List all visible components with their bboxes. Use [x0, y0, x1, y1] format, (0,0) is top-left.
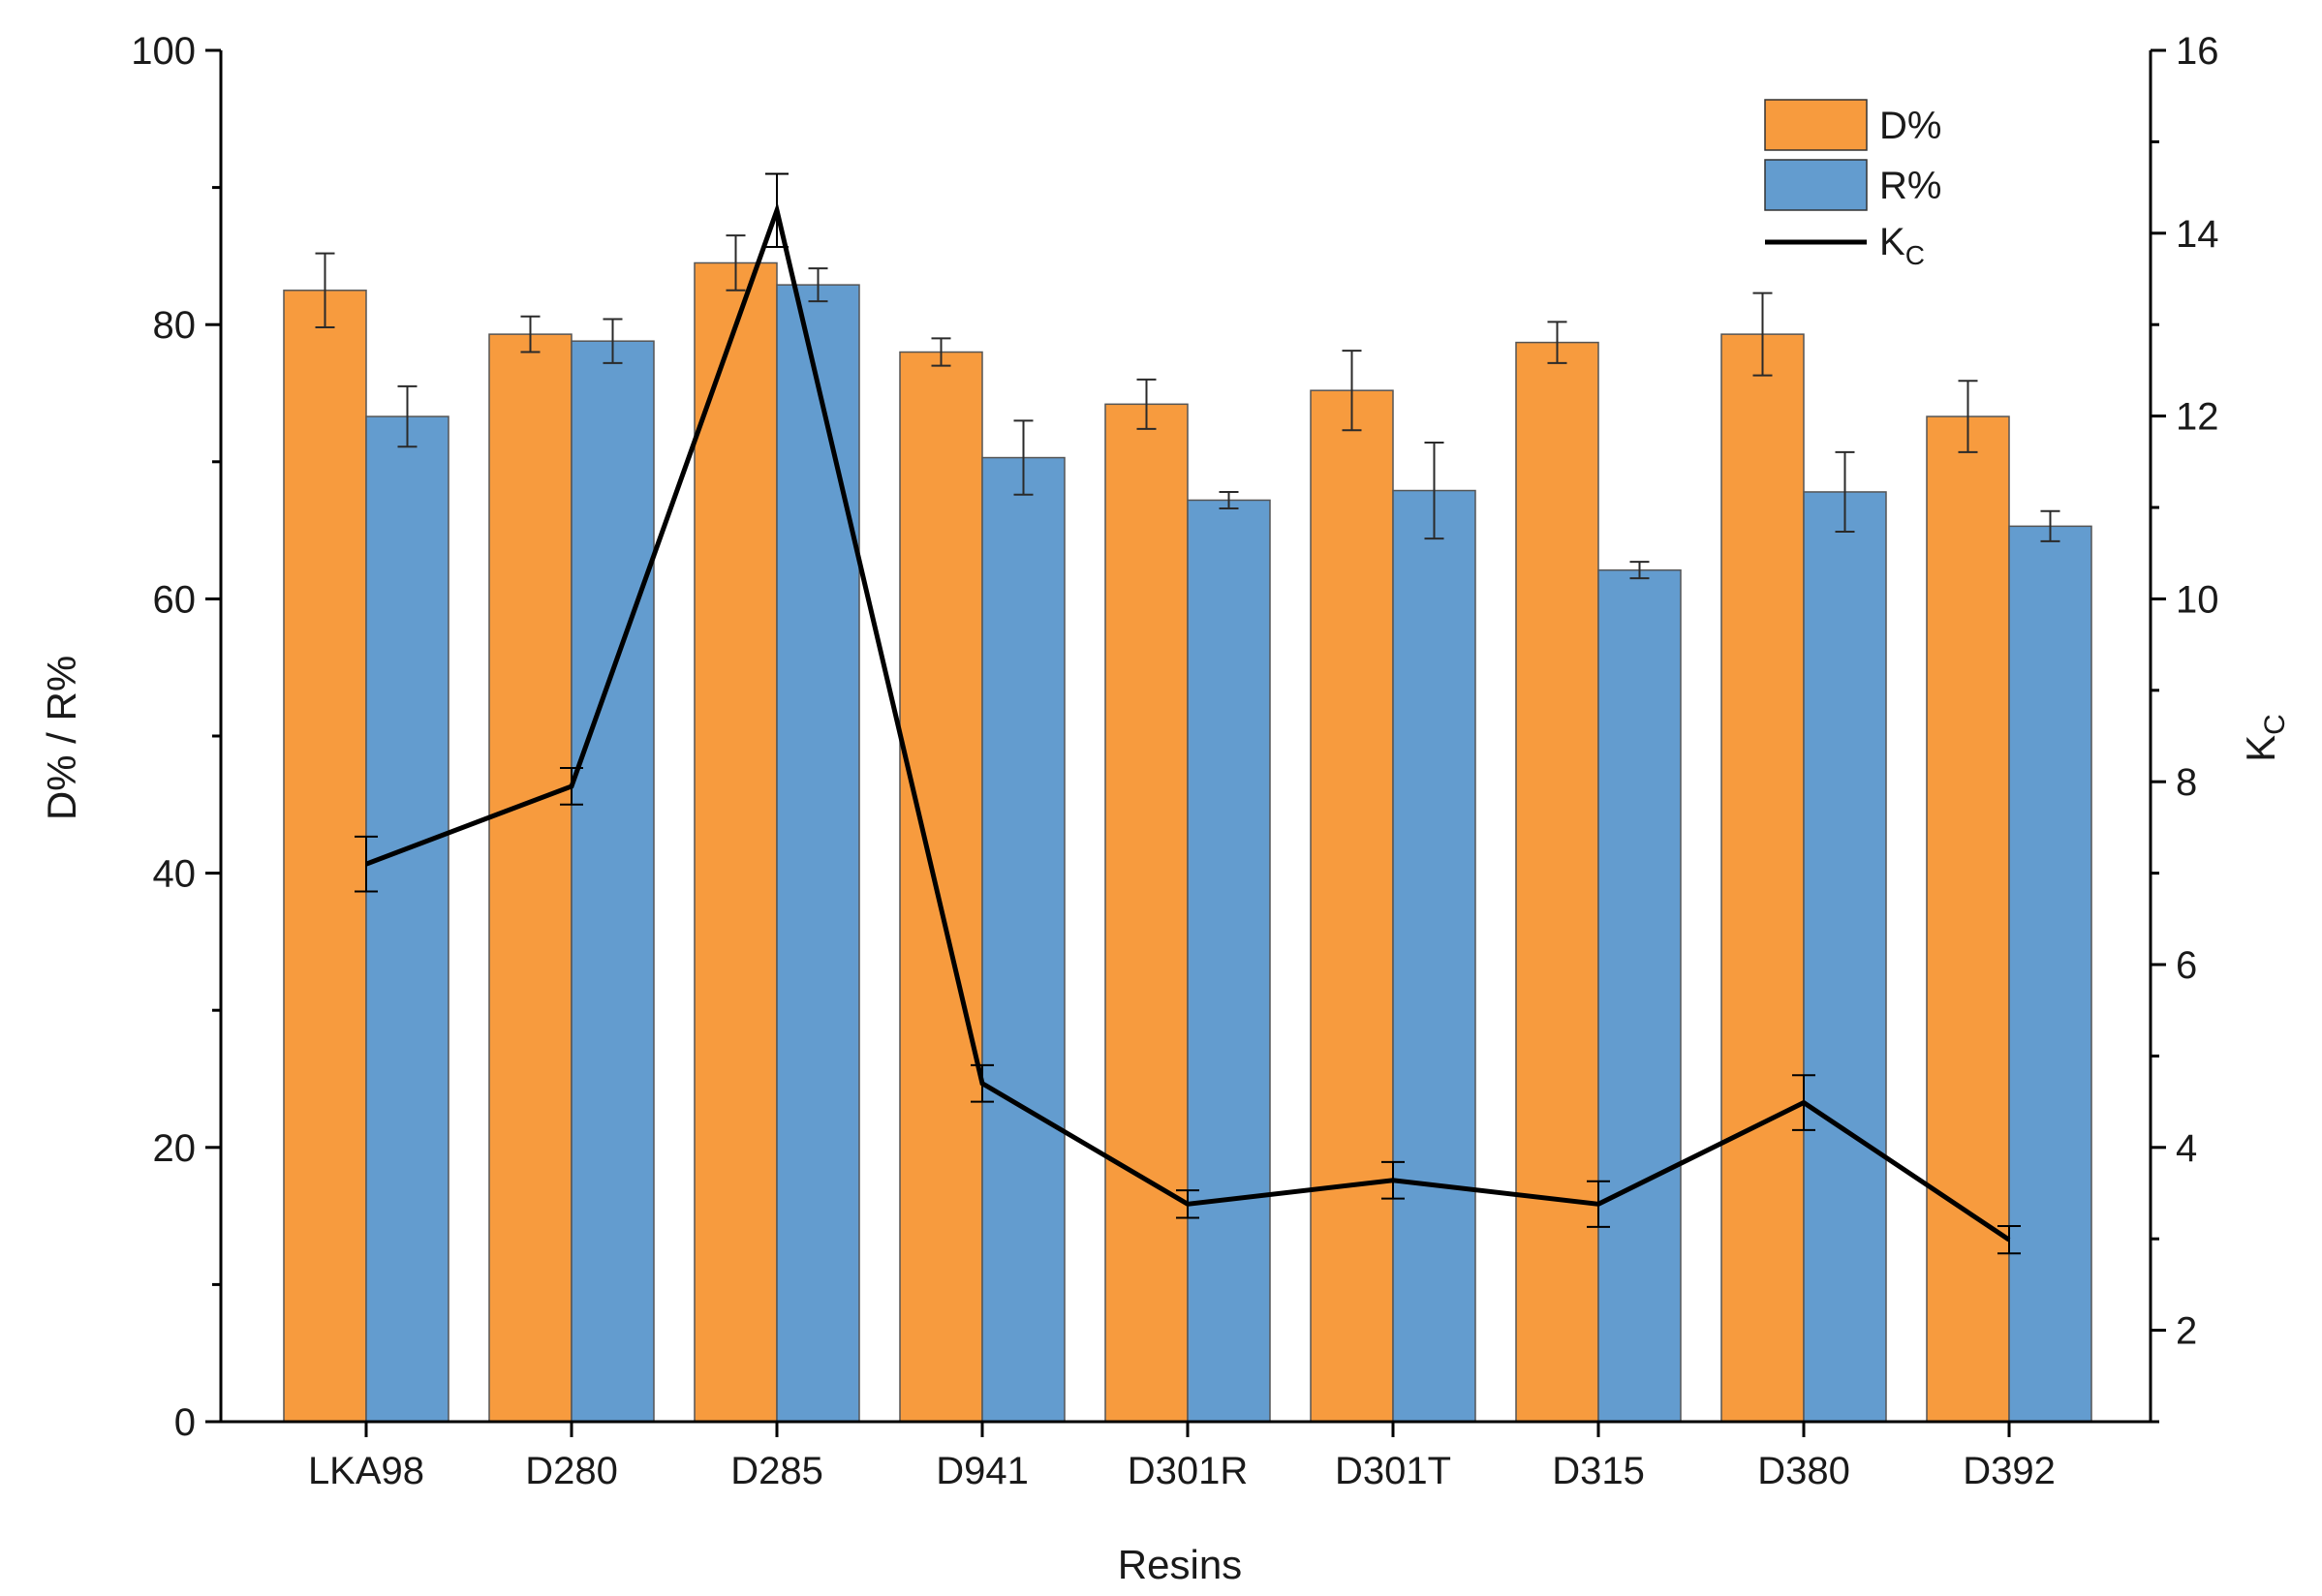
- bars-layer: [283, 234, 2092, 1423]
- errorbar-d-d301t: [1342, 350, 1362, 432]
- errorbar-d-d941: [931, 337, 951, 367]
- errorbar-r-d941: [1013, 419, 1034, 496]
- kc-point-d941: [981, 1083, 983, 1085]
- errorbar-kc-d380: [1792, 1074, 1815, 1131]
- bar-r-d285: [776, 284, 860, 1423]
- errorbar-d-lka98: [315, 252, 335, 329]
- axes-layer: 0 20 40 60 80 100 2 4 6 8 10 12 14 16 LKA98 D280 D285 D94…: [131, 30, 2218, 1492]
- y2-axis-title-sub: C: [2259, 714, 2291, 735]
- legend-label-d: D%: [1879, 105, 1941, 147]
- legend-label-kc-main: K: [1879, 221, 1905, 263]
- errorbar-kc-lka98: [355, 835, 378, 893]
- y-tick-label-60: 60: [153, 578, 197, 621]
- bar-r-d380: [1803, 491, 1887, 1423]
- y-tick-label-0: 0: [174, 1401, 196, 1444]
- errorbar-kc-d392: [1997, 1224, 2021, 1255]
- errorbar-r-d301r: [1219, 490, 1239, 509]
- legend-label-kc-sub: C: [1905, 240, 1925, 270]
- bar-r-d280: [571, 340, 655, 1423]
- legend-label-r: R%: [1879, 165, 1941, 207]
- bar-d-d380: [1720, 333, 1805, 1423]
- bar-r-d941: [981, 456, 1066, 1423]
- errorbar-r-d392: [2040, 509, 2060, 542]
- errorbar-kc-d301r: [1176, 1189, 1199, 1219]
- errorbar-d-d285: [726, 234, 746, 292]
- y-tick-label-80: 80: [153, 304, 197, 347]
- y2-tick-label-2: 2: [2176, 1310, 2197, 1353]
- kc-point-d301r: [1187, 1203, 1189, 1205]
- bar-r-d315: [1597, 568, 1682, 1423]
- x-tick-label-d941: D941: [936, 1450, 1029, 1492]
- errorbar-d-d280: [520, 315, 541, 353]
- kc-point-d315: [1597, 1203, 1599, 1205]
- errorbar-r-d280: [603, 318, 623, 364]
- y-tick-label-100: 100: [131, 30, 196, 73]
- bar-d-d285: [694, 261, 778, 1423]
- x-tick-label-d301r: D301R: [1128, 1450, 1249, 1492]
- errorbar-r-lka98: [397, 384, 418, 448]
- y2-tick-label-8: 8: [2176, 761, 2197, 804]
- kc-point-d280: [571, 785, 573, 787]
- y2-axis-title: KC: [2238, 714, 2291, 762]
- bar-d-d392: [1926, 415, 2010, 1423]
- errorbar-r-d301t: [1424, 441, 1444, 540]
- y2-tick-label-4: 4: [2176, 1127, 2197, 1170]
- bar-d-d315: [1515, 341, 1599, 1423]
- errorbar-d-d315: [1547, 321, 1567, 364]
- y2-tick-label-14: 14: [2176, 213, 2219, 256]
- bar-r-d301t: [1392, 489, 1476, 1423]
- legend-swatch-d: [1764, 99, 1868, 151]
- errorbar-r-d285: [808, 267, 828, 303]
- x-tick-label-d285: D285: [730, 1450, 823, 1492]
- y-tick-label-20: 20: [153, 1127, 197, 1170]
- errorbar-r-d315: [1629, 561, 1650, 580]
- bar-r-d392: [2008, 525, 2092, 1423]
- legend-swatch-r: [1764, 159, 1868, 211]
- errorbar-kc-d301t: [1381, 1160, 1405, 1200]
- x-tick-label-d315: D315: [1552, 1450, 1645, 1492]
- legend: D% R% KC: [1764, 99, 1941, 270]
- errorbar-r-d380: [1835, 450, 1855, 534]
- x-tick-label-lka98: LKA98: [308, 1450, 424, 1492]
- kc-point-d392: [2008, 1239, 2010, 1241]
- kc-point-d285: [776, 209, 778, 211]
- kc-point-d380: [1803, 1102, 1805, 1104]
- kc-point-d301t: [1392, 1180, 1394, 1182]
- errorbar-d-d392: [1958, 380, 1978, 453]
- errorbar-d-d301r: [1136, 378, 1157, 430]
- bar-d-d301t: [1310, 389, 1394, 1423]
- bar-r-d301r: [1187, 499, 1271, 1423]
- y-tick-label-40: 40: [153, 853, 197, 896]
- y2-tick-label-12: 12: [2176, 396, 2219, 439]
- y2-axis-title-main: K: [2238, 735, 2283, 762]
- x-axis-title: Resins: [1118, 1542, 1242, 1587]
- errorbar-kc-d941: [971, 1063, 994, 1103]
- kc-line-layer: [355, 172, 2021, 1255]
- bar-r-lka98: [365, 415, 449, 1423]
- x-tick-label-d380: D380: [1757, 1450, 1850, 1492]
- bar-d-lka98: [283, 290, 367, 1423]
- x-tick-label-d301t: D301T: [1335, 1450, 1451, 1492]
- y2-tick-label-10: 10: [2176, 578, 2219, 621]
- x-tick-label-d392: D392: [1963, 1450, 2056, 1492]
- bar-d-d301r: [1104, 403, 1189, 1423]
- y2-tick-label-16: 16: [2176, 30, 2219, 73]
- bar-d-d941: [899, 351, 983, 1423]
- y2-tick-label-6: 6: [2176, 944, 2197, 987]
- bar-d-d280: [488, 333, 573, 1423]
- errorbar-kc-d315: [1587, 1180, 1610, 1228]
- kc-point-lka98: [365, 863, 367, 865]
- errorbar-d-d380: [1752, 292, 1773, 377]
- errorbar-kc-d285: [765, 172, 789, 248]
- legend-label-kc: KC: [1879, 221, 1925, 270]
- y-axis-title: D% / R%: [39, 656, 84, 820]
- errorbar-kc-d280: [560, 767, 583, 806]
- x-tick-label-d280: D280: [525, 1450, 618, 1492]
